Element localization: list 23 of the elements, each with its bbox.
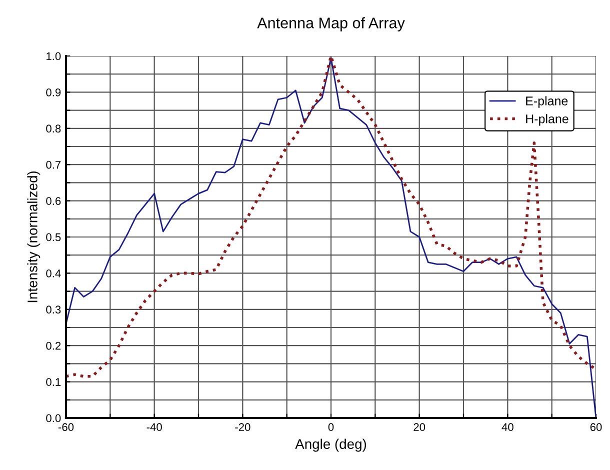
y-tick-label: 0.4	[46, 269, 61, 278]
y-axis-title: Intensity (normalized)	[27, 171, 40, 302]
y-tick-label: 0.0	[46, 414, 61, 422]
y-tick-label: 0.9	[46, 88, 61, 96]
x-axis-title: Angle (deg)	[295, 438, 366, 452]
legend-label: E-plane	[526, 96, 568, 108]
x-tick-label: 20	[414, 423, 426, 432]
y-tick-label: 0.3	[46, 306, 61, 314]
x-tick-label: -40	[146, 423, 162, 432]
y-tick-label: 0.6	[46, 197, 61, 205]
legend-label: H-plane	[526, 114, 568, 126]
y-tick-label: 1.0	[46, 52, 61, 60]
y-tick-label: 0.8	[46, 124, 61, 133]
y-tick-label: 0.5	[46, 233, 61, 242]
x-tick-label: -20	[235, 423, 250, 432]
x-tick-label: 60	[590, 423, 602, 432]
x-tick-label: 40	[502, 423, 514, 432]
x-tick-label: 0	[328, 423, 334, 432]
chart-title: Antenna Map of Array	[257, 17, 405, 32]
y-tick-label: 0.7	[46, 160, 61, 169]
y-tick-label: 0.1	[46, 378, 61, 386]
y-tick-label: 0.2	[46, 342, 61, 350]
x-tick-label: -60	[58, 423, 74, 432]
